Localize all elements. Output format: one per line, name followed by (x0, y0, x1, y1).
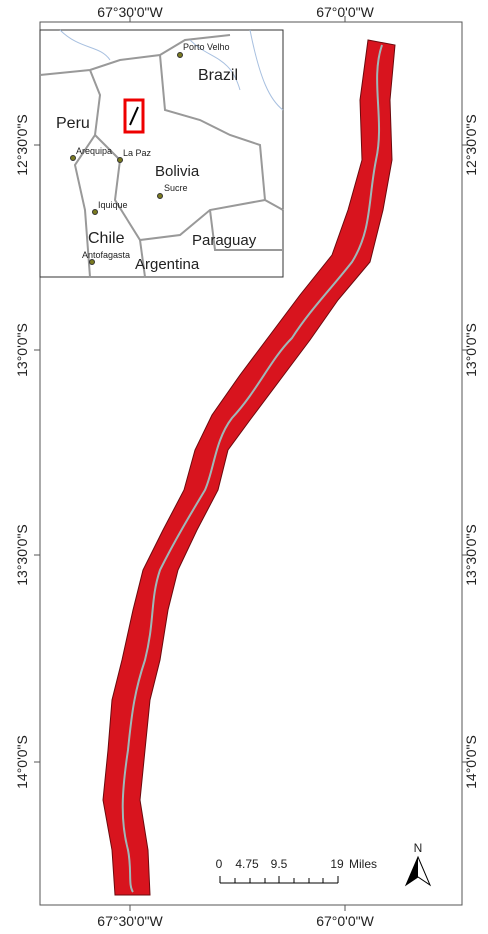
scale-label: 19 (330, 857, 344, 871)
latitude-label: 13°0'0"S (463, 323, 479, 377)
inset-label: La Paz (123, 148, 152, 158)
latitude-label: 14°0'0"S (14, 735, 30, 789)
longitude-label: 67°30'0"W (97, 913, 163, 929)
river-corridor (102, 39, 396, 896)
scale-label: 9.5 (271, 857, 288, 871)
inset-label: Sucre (164, 183, 188, 193)
scale-bar (219, 876, 339, 884)
longitude-label: 67°0'0"W (316, 913, 374, 929)
graticule-ticks (34, 16, 468, 911)
latitude-label: 14°0'0"S (463, 735, 479, 789)
latitude-label: 13°30'0"S (14, 524, 30, 586)
inset-label: Bolivia (155, 163, 200, 180)
inset-label: Chile (88, 230, 125, 247)
inset-label: Iquique (98, 200, 128, 210)
river (121, 44, 383, 893)
scale-unit: Miles (349, 857, 377, 871)
scale-label: 0 (216, 857, 223, 871)
inset-label: Argentina (135, 256, 200, 273)
inset-label: Antofagasta (82, 250, 130, 260)
latitude-label: 12°30'0"S (14, 114, 30, 176)
inset-label: Porto Velho (183, 42, 230, 52)
inset-label: Arequipa (76, 146, 112, 156)
longitude-label: 67°0'0"W (316, 4, 374, 20)
inset-map: Porto Velho Brazil Peru Arequipa La Paz … (39, 29, 284, 278)
latitude-label: 13°30'0"S (463, 524, 479, 586)
north-label: N (414, 841, 423, 855)
latitude-label: 12°30'0"S (463, 114, 479, 176)
scale-label: 4.75 (235, 857, 259, 871)
inset-label: Brazil (198, 67, 238, 84)
north-arrow-half (406, 857, 418, 885)
inset-label: Paraguay (192, 232, 257, 249)
latitude-label: 13°0'0"S (14, 323, 30, 377)
inset-label: Peru (56, 115, 90, 132)
longitude-label: 67°30'0"W (97, 4, 163, 20)
